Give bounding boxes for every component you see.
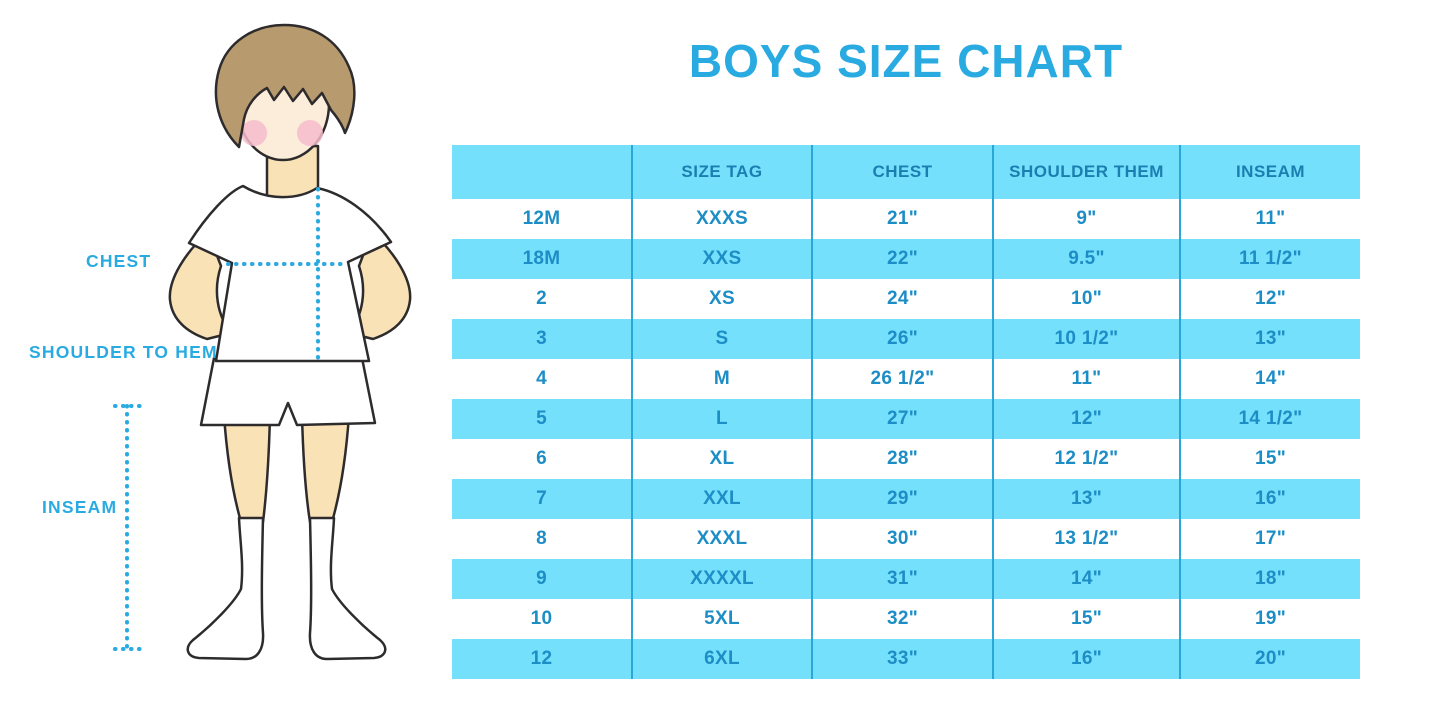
size-cell: 21" <box>811 199 993 239</box>
table-row: 10 5XL 32" 15" 19" <box>452 599 1360 639</box>
size-cell: 31" <box>811 559 993 599</box>
column-header: SHOULDER THEM <box>992 145 1180 199</box>
boy-left-arm <box>168 230 233 341</box>
column-header: CHEST <box>811 145 993 199</box>
size-cell: XXL <box>631 479 812 519</box>
size-cell: 9 <box>452 559 632 599</box>
table-row: 5 L 27" 12" 14 1/2" <box>452 399 1360 439</box>
size-cell: XS <box>631 279 812 319</box>
size-cell: 18M <box>452 239 632 279</box>
size-cell: 10 1/2" <box>992 319 1180 359</box>
size-cell: 10" <box>992 279 1180 319</box>
table-row: 3 S 26" 10 1/2" 13" <box>452 319 1360 359</box>
size-cell: 11" <box>992 359 1180 399</box>
size-cell: 13" <box>1179 319 1360 359</box>
size-cell: 2 <box>452 279 632 319</box>
chest-label: CHEST <box>86 251 152 271</box>
boy-right-leg <box>300 413 351 524</box>
size-cell: 14" <box>1179 359 1360 399</box>
table-row: 4 M 26 1/2" 11" 14" <box>452 359 1360 399</box>
size-cell: XXXXL <box>631 559 812 599</box>
blush-right <box>297 120 323 146</box>
boy-left-sock <box>186 516 265 661</box>
size-cell: XXXS <box>631 199 812 239</box>
size-cell: 15" <box>992 599 1180 639</box>
table-row: 9 XXXXL 31" 14" 18" <box>452 559 1360 599</box>
boy-right-sock <box>308 516 387 661</box>
size-cell: M <box>631 359 812 399</box>
size-cell: 33" <box>811 639 993 679</box>
size-cell: XXXL <box>631 519 812 559</box>
boy-figure-illustration <box>113 23 412 661</box>
size-cell: 12" <box>1179 279 1360 319</box>
size-cell: 26" <box>811 319 993 359</box>
boy-right-arm <box>347 230 412 341</box>
column-header: SIZE TAG <box>631 145 812 199</box>
size-cell: 6 <box>452 439 632 479</box>
table-row: 2 XS 24" 10" 12" <box>452 279 1360 319</box>
size-cell: 9" <box>992 199 1180 239</box>
blush-left <box>241 120 267 146</box>
boy-hair <box>214 23 356 149</box>
size-cell: 8 <box>452 519 632 559</box>
size-cell: 9.5" <box>992 239 1180 279</box>
size-cell: 12 1/2" <box>992 439 1180 479</box>
size-cell: 24" <box>811 279 993 319</box>
table-row: 12M XXXS 21" 9" 11" <box>452 199 1360 239</box>
table-row: 6 XL 28" 12 1/2" 15" <box>452 439 1360 479</box>
size-cell: S <box>631 319 812 359</box>
size-cell: 12M <box>452 199 632 239</box>
size-cell: 5 <box>452 399 632 439</box>
size-cell: 32" <box>811 599 993 639</box>
boy-shorts <box>199 356 377 427</box>
page-title: BOYS SIZE CHART <box>688 35 1124 87</box>
size-cell: 4 <box>452 359 632 399</box>
size-cell: 17" <box>1179 519 1360 559</box>
measurement-guides <box>113 187 347 651</box>
column-header <box>452 145 632 199</box>
size-cell: 26 1/2" <box>811 359 993 399</box>
size-cell: 16" <box>1179 479 1360 519</box>
table-row: 8 XXXL 30" 13 1/2" 17" <box>452 519 1360 559</box>
header-row: SIZE TAG CHEST SHOULDER THEM INSEAM <box>452 145 1360 199</box>
size-cell: XXS <box>631 239 812 279</box>
size-cell: 14" <box>992 559 1180 599</box>
size-cell: XL <box>631 439 812 479</box>
size-cell: 16" <box>992 639 1180 679</box>
column-header: INSEAM <box>1179 145 1360 199</box>
table-row: 7 XXL 29" 13" 16" <box>452 479 1360 519</box>
size-cell: 7 <box>452 479 632 519</box>
size-cell: 28" <box>811 439 993 479</box>
inseam-label: INSEAM <box>42 497 118 517</box>
size-cell: 29" <box>811 479 993 519</box>
size-cell: 18" <box>1179 559 1360 599</box>
size-cell: L <box>631 399 812 439</box>
size-cell: 6XL <box>631 639 812 679</box>
size-cell: 13 1/2" <box>992 519 1180 559</box>
size-cell: 11" <box>1179 199 1360 239</box>
size-table: SIZE TAG CHEST SHOULDER THEM INSEAM 12M XXXS… <box>452 145 1360 679</box>
size-cell: 10 <box>452 599 632 639</box>
boy-left-leg <box>222 413 272 524</box>
table-row: 18M XXS 22" 9.5" 11 1/2" <box>452 239 1360 279</box>
size-cell: 12 <box>452 639 632 679</box>
size-cell: 19" <box>1179 599 1360 639</box>
size-cell: 15" <box>1179 439 1360 479</box>
size-table-body: 12M XXXS 21" 9" 11" 18M XXS 22" 9.5" 11 1/2" 2 XS 24… <box>452 199 1360 679</box>
table-row: 12 6XL 33" 16" 20" <box>452 639 1360 679</box>
size-cell: 22" <box>811 239 993 279</box>
size-cell: 27" <box>811 399 993 439</box>
size-cell: 20" <box>1179 639 1360 679</box>
size-cell: 30" <box>811 519 993 559</box>
size-cell: 14 1/2" <box>1179 399 1360 439</box>
size-cell: 5XL <box>631 599 812 639</box>
size-cell: 3 <box>452 319 632 359</box>
size-cell: 13" <box>992 479 1180 519</box>
size-cell: 11 1/2" <box>1179 239 1360 279</box>
boy-tshirt <box>187 184 393 363</box>
size-cell: 12" <box>992 399 1180 439</box>
shoulder-to-hem-label: SHOULDER TO HEM <box>29 342 218 362</box>
